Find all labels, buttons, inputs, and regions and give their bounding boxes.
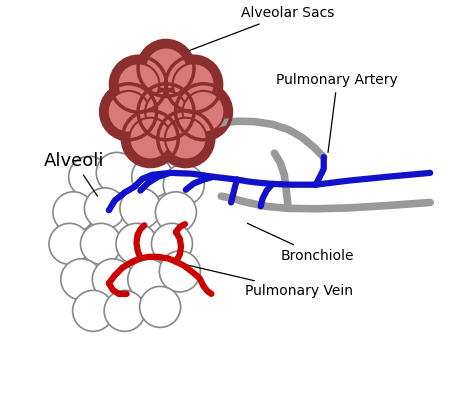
Circle shape (128, 259, 169, 300)
Text: Bronchiole: Bronchiole (247, 224, 354, 263)
Circle shape (92, 259, 133, 300)
Circle shape (100, 84, 156, 140)
Circle shape (165, 118, 207, 160)
Circle shape (173, 63, 215, 105)
Circle shape (132, 156, 173, 197)
Circle shape (175, 84, 231, 140)
Circle shape (163, 164, 204, 205)
Circle shape (61, 259, 102, 300)
Text: Alveoli: Alveoli (44, 152, 104, 196)
Text: Alveolar Sacs: Alveolar Sacs (186, 6, 334, 52)
Circle shape (69, 156, 109, 197)
Circle shape (141, 79, 191, 129)
Circle shape (108, 91, 149, 133)
Circle shape (129, 118, 171, 160)
Circle shape (182, 91, 224, 133)
Circle shape (96, 152, 137, 193)
Circle shape (84, 188, 126, 229)
Circle shape (118, 63, 159, 105)
Text: Pulmonary Vein: Pulmonary Vein (179, 263, 353, 298)
Text: Pulmonary Artery: Pulmonary Artery (276, 73, 398, 152)
Circle shape (122, 111, 178, 167)
Circle shape (110, 56, 166, 112)
Circle shape (165, 56, 222, 112)
Circle shape (53, 192, 94, 233)
Circle shape (158, 111, 214, 167)
Circle shape (138, 84, 194, 140)
Circle shape (104, 290, 145, 331)
Circle shape (145, 48, 187, 89)
Circle shape (140, 286, 181, 328)
Circle shape (159, 251, 201, 292)
Circle shape (81, 224, 121, 264)
Circle shape (73, 290, 114, 331)
Circle shape (155, 192, 196, 233)
Circle shape (152, 224, 192, 264)
Circle shape (145, 91, 187, 133)
Circle shape (116, 224, 157, 264)
Circle shape (120, 188, 161, 229)
Circle shape (49, 224, 90, 264)
Circle shape (138, 40, 194, 96)
